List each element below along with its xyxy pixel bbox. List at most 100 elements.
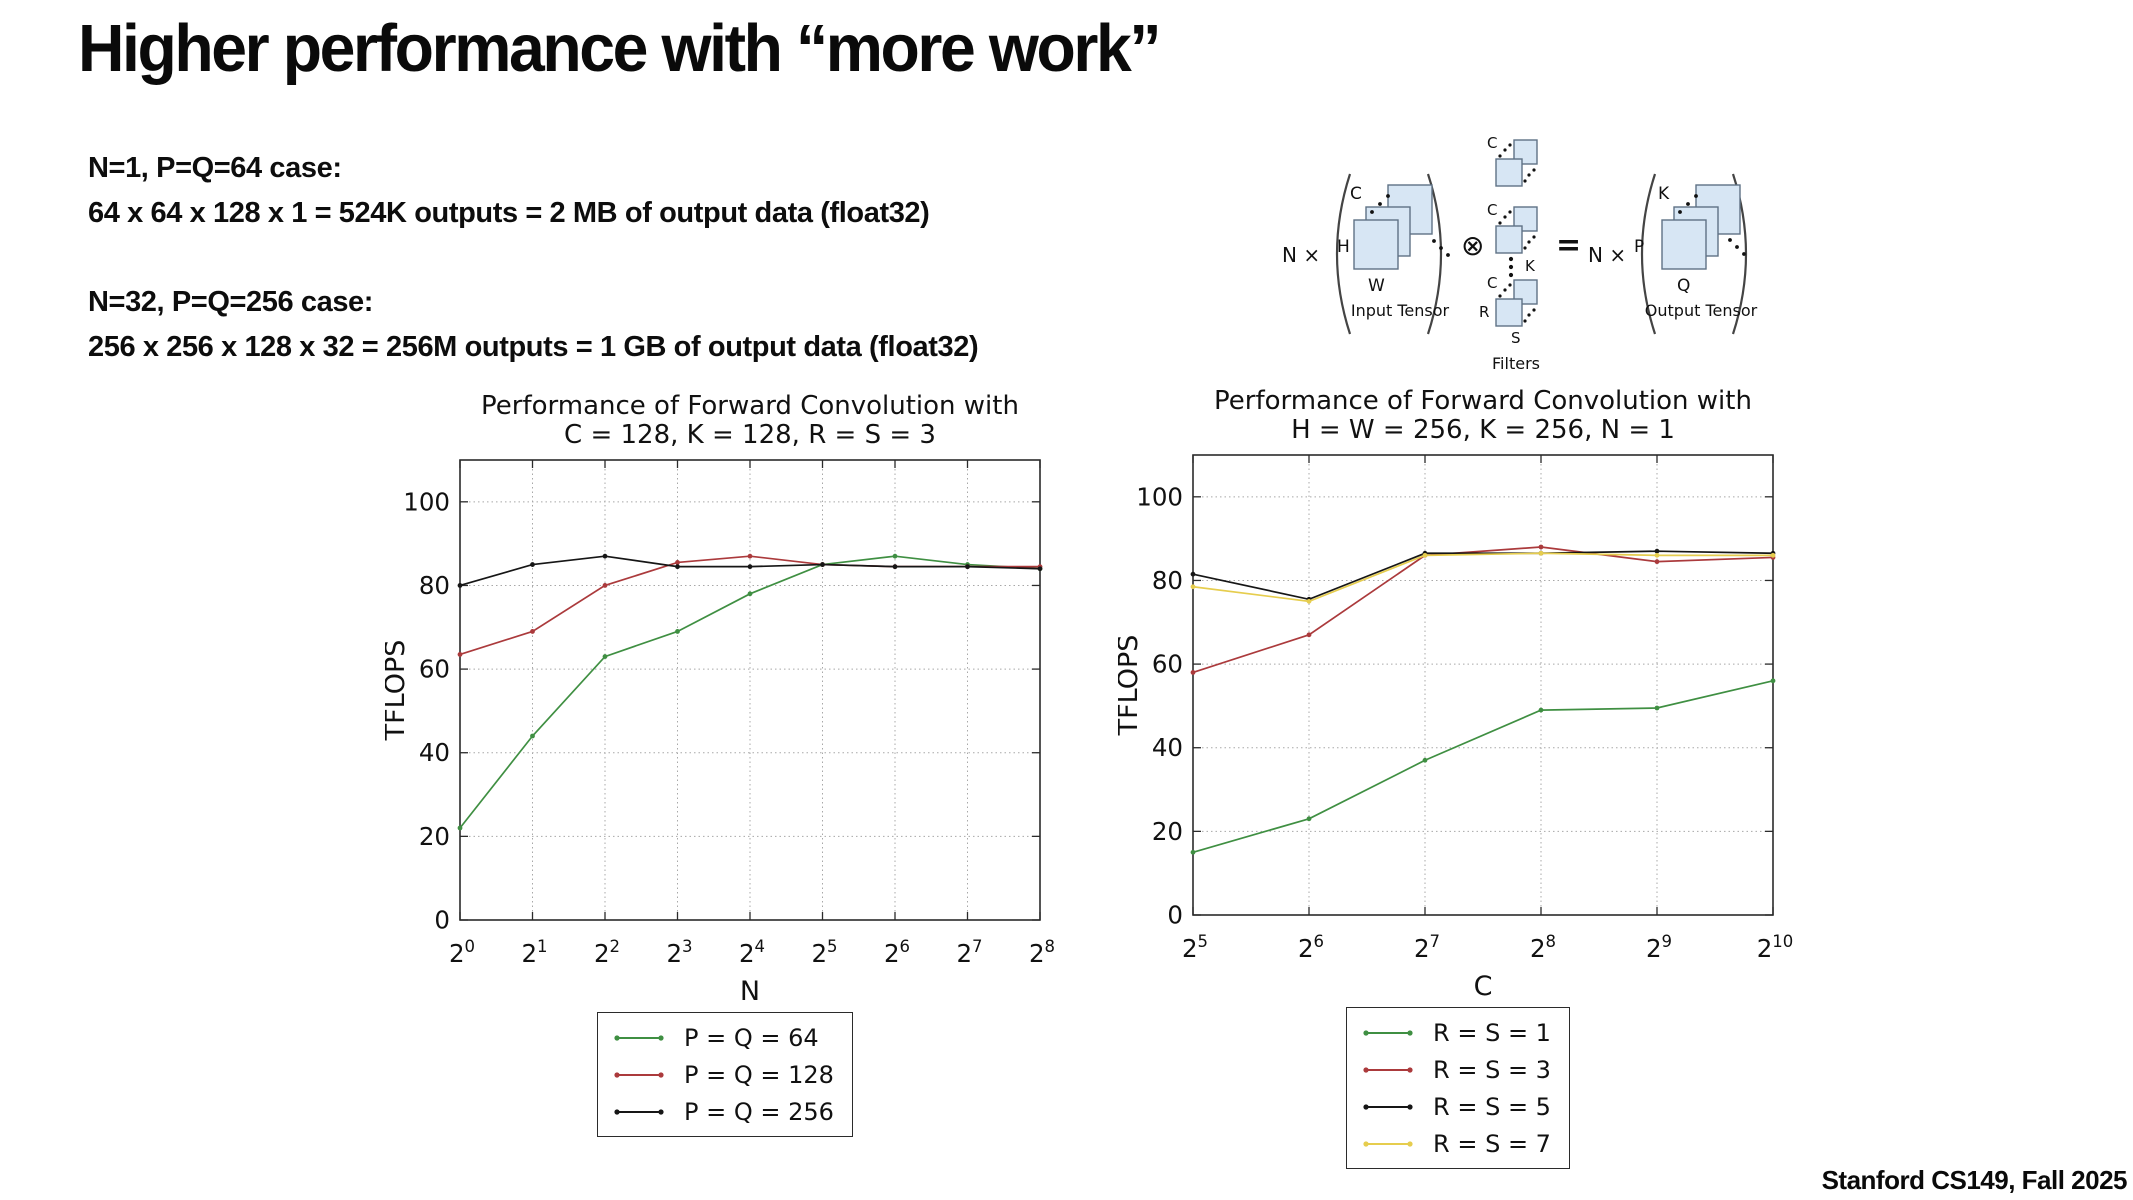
output-tensor-caption: Output Tensor	[1644, 301, 1758, 320]
data-point	[530, 562, 535, 567]
x-tick-label: 27	[956, 937, 982, 968]
data-point	[747, 591, 753, 597]
data-point	[1190, 571, 1196, 577]
x-tick-label: 27	[1414, 932, 1440, 963]
chart-title-line: Performance of Forward Convolution with	[1214, 386, 1752, 416]
data-point	[1538, 707, 1544, 713]
x-tick-label: 24	[739, 937, 765, 968]
y-tick-label: 80	[1152, 566, 1183, 595]
legend-entry: R = S = 5	[1361, 1088, 1551, 1125]
data-point	[602, 583, 608, 588]
data-point	[1654, 548, 1660, 554]
filter-s-label: S	[1511, 329, 1521, 347]
chart-plot: Performance of Forward Convolution withC…	[385, 391, 1055, 1007]
data-point	[1538, 550, 1544, 556]
data-point	[1538, 544, 1544, 550]
legend-entry: R = S = 3	[1361, 1051, 1551, 1088]
legend-entry: R = S = 1	[1361, 1014, 1551, 1051]
n-times-left-label: N ×	[1282, 243, 1321, 267]
data-point	[530, 629, 535, 634]
data-point	[892, 553, 898, 559]
gridlines	[460, 460, 1040, 920]
chart-title-line: C = 128, K = 128, R = S = 3	[564, 420, 936, 450]
legend: R = S = 1 R = S = 3 R = S = 5 R = S = 7	[1118, 1007, 1798, 1169]
legend-entry: P = Q = 128	[612, 1056, 834, 1093]
y-axis-label: TFLOPS	[385, 640, 411, 742]
input-c-label: C	[1350, 184, 1362, 204]
tensor-slice-squares	[1353, 139, 1741, 327]
ellipsis-dots	[1370, 143, 1746, 323]
y-tick-label: 80	[419, 571, 450, 600]
footer-credit: Stanford CS149, Fall 2025	[1821, 1165, 2128, 1195]
x-axis-label: C	[1474, 971, 1493, 1002]
case-2-heading: N=32, P=Q=256 case:	[88, 286, 374, 318]
tick-marks	[1192, 455, 1774, 916]
x-tick-label: 22	[594, 937, 620, 968]
y-tick-label: 20	[1152, 817, 1183, 846]
data-point	[965, 564, 970, 570]
data-point	[1037, 566, 1043, 572]
convolution-tensor-diagram: N × C H W Input Tensor ⊗ C C C K R S Fil…	[1268, 128, 1868, 400]
left-performance-chart: Performance of Forward Convolution with C…	[385, 388, 1065, 1137]
y-tick-label: 0	[1167, 901, 1183, 930]
data-point	[675, 564, 680, 570]
y-tick-label: 20	[419, 822, 450, 851]
legend-label: P = Q = 64	[684, 1023, 819, 1052]
legend-entry: P = Q = 256	[612, 1093, 834, 1130]
legend-marker	[1363, 1140, 1413, 1147]
data-point	[457, 652, 463, 657]
case-1: N=1, P=Q=64 case: 64 x 64 x 128 x 1 = 52…	[88, 146, 978, 236]
data-point	[1770, 552, 1776, 558]
legend-label: P = Q = 128	[684, 1060, 834, 1089]
x-tick-label: 23	[666, 937, 692, 968]
data-point	[675, 629, 680, 634]
filter-c-label-3: C	[1487, 274, 1498, 292]
filter-c-label-2: C	[1487, 201, 1498, 219]
y-tick-label: 0	[434, 906, 450, 935]
case-1-heading: N=1, P=Q=64 case:	[88, 152, 342, 184]
x-tick-label: 21	[521, 937, 547, 968]
y-tick-label: 40	[1152, 733, 1183, 762]
legend-box: R = S = 1 R = S = 3 R = S = 5 R = S = 7	[1346, 1007, 1570, 1169]
data-point	[1654, 552, 1660, 558]
x-tick-label: 25	[811, 937, 837, 968]
y-tick-label: 100	[1136, 482, 1183, 511]
y-tick-label: 60	[419, 655, 450, 684]
input-h-label: H	[1337, 237, 1350, 257]
legend-box: P = Q = 64 P = Q = 128 P = Q = 256	[597, 1012, 853, 1137]
legend-marker	[1363, 1103, 1413, 1110]
legend-marker	[1363, 1029, 1413, 1036]
case-1-detail: 64 x 64 x 128 x 1 = 524K outputs = 2 MB …	[88, 197, 930, 229]
tensor-diagram-shapes	[1335, 139, 1748, 335]
convolution-operator: ⊗	[1461, 229, 1485, 262]
case-2-detail: 256 x 256 x 128 x 32 = 256M outputs = 1 …	[88, 331, 979, 363]
data-point	[820, 562, 825, 567]
legend-entry: P = Q = 64	[612, 1019, 834, 1056]
tick-marks	[459, 460, 1041, 921]
x-tick-label: 28	[1029, 937, 1055, 968]
legend-label: R = S = 1	[1433, 1018, 1551, 1047]
filter-k-label: K	[1525, 257, 1535, 275]
gridlines	[1193, 455, 1773, 915]
output-k-label: K	[1658, 184, 1670, 204]
case-notes: N=1, P=Q=64 case: 64 x 64 x 128 x 1 = 52…	[88, 146, 979, 370]
chart-title-line: H = W = 256, K = 256, N = 1	[1291, 415, 1675, 445]
y-tick-label: 100	[403, 487, 450, 516]
data-point	[457, 583, 463, 588]
legend-marker	[1363, 1066, 1413, 1073]
data-point	[457, 825, 463, 831]
chart-plot: Performance of Forward Convolution withH…	[1118, 386, 1794, 1002]
legend-label: P = Q = 256	[684, 1097, 834, 1126]
x-tick-label: 26	[1298, 932, 1324, 963]
data-point	[892, 564, 898, 570]
filter-r-label: R	[1479, 303, 1490, 321]
data-point	[1770, 678, 1776, 684]
series-line	[459, 555, 1041, 829]
series-line	[1192, 552, 1773, 603]
data-point	[1422, 757, 1428, 763]
x-tick-label: 210	[1757, 932, 1794, 963]
legend-entry: R = S = 7	[1361, 1125, 1551, 1162]
data-point	[675, 560, 680, 565]
series-line	[1192, 546, 1774, 674]
legend-label: R = S = 3	[1433, 1055, 1551, 1084]
